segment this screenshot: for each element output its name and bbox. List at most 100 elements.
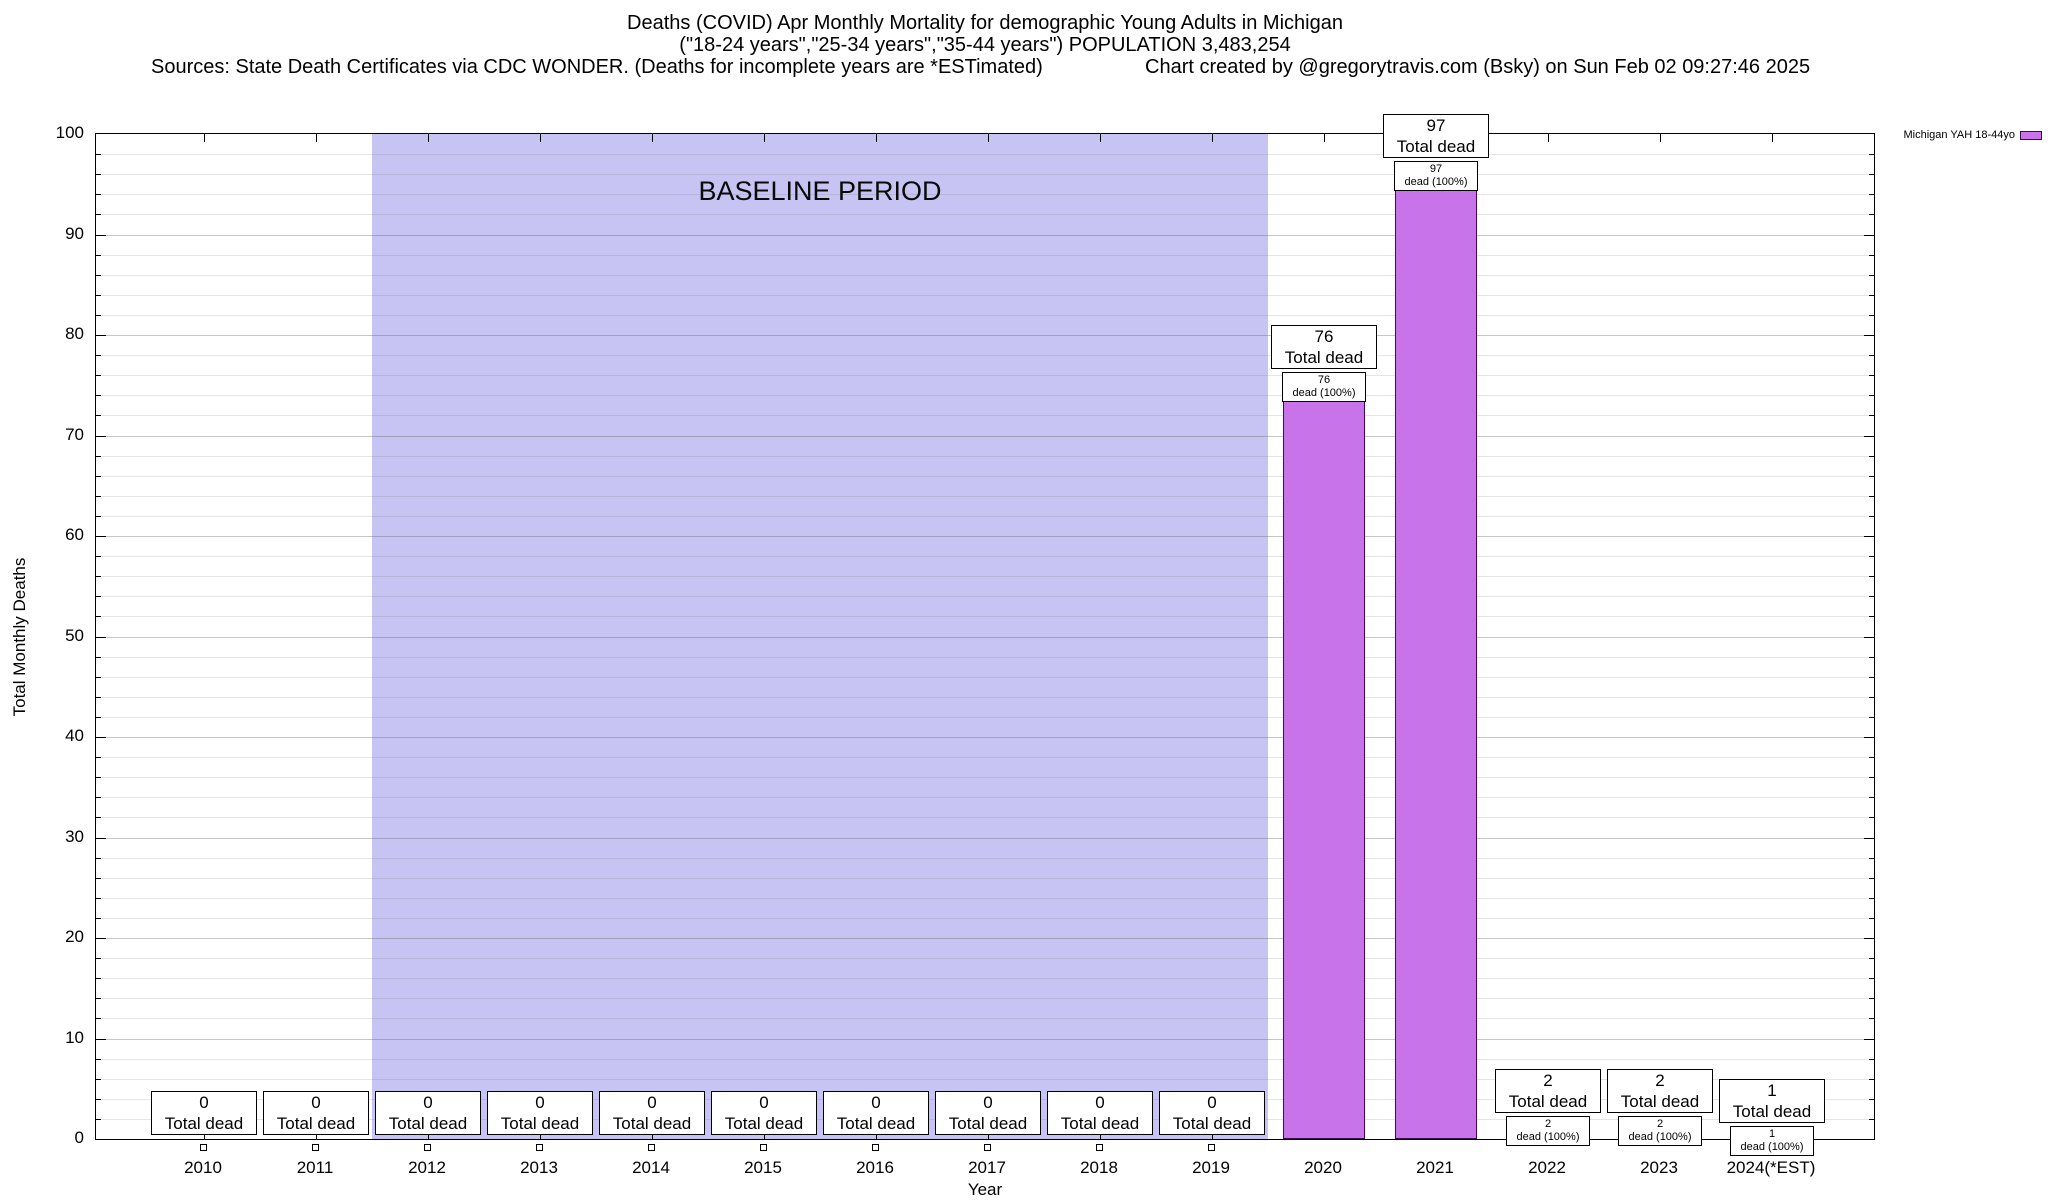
y-minor-tick <box>1869 978 1874 980</box>
y-minor-tick <box>96 375 101 377</box>
x-tick-label: 2023 <box>1640 1158 1678 1177</box>
x-tick-mark <box>764 1131 765 1139</box>
y-minor-tick <box>1869 817 1874 819</box>
gridline <box>96 536 1874 537</box>
total-text: Total dead <box>500 1113 580 1133</box>
total-label-box: 2 Total dead <box>1495 1068 1601 1113</box>
y-minor-tick <box>96 576 101 578</box>
y-minor-tick <box>96 716 101 718</box>
y-tick-label: 10 <box>65 1027 84 1047</box>
gridline <box>96 998 1874 1000</box>
y-minor-tick <box>1869 274 1874 276</box>
y-tick-mark <box>1864 837 1874 839</box>
y-minor-tick <box>96 978 101 980</box>
x-tick-mark <box>204 134 205 142</box>
x-tick-label: 2021 <box>1416 1158 1454 1177</box>
total-label-box: 0 Total dead <box>599 1090 705 1135</box>
x-tick-mark <box>652 1131 653 1139</box>
gridline <box>96 375 1874 377</box>
gridline <box>96 656 1874 658</box>
y-minor-tick <box>1869 515 1874 517</box>
y-minor-tick <box>96 1078 101 1080</box>
y-tick-mark <box>96 837 106 839</box>
total-text: Total dead <box>1732 1101 1812 1121</box>
total-text: Total dead <box>1284 348 1364 368</box>
gridline <box>96 455 1874 457</box>
y-tick-mark <box>96 938 106 939</box>
x-tick-mark <box>652 134 653 142</box>
y-minor-tick <box>96 696 101 698</box>
y-minor-tick <box>1869 194 1874 196</box>
y-tick-label: 30 <box>65 826 84 846</box>
y-minor-tick <box>96 355 101 357</box>
y-minor-tick <box>1869 254 1874 256</box>
pct-value: 2 <box>1544 1117 1552 1130</box>
x-tick-mark <box>316 1131 317 1139</box>
y-minor-tick <box>1869 495 1874 497</box>
x-tick-mark <box>764 134 765 142</box>
gridline <box>96 917 1874 919</box>
x-tick-mark <box>1100 134 1101 142</box>
pct-text: dead (100%) <box>1740 1140 1804 1153</box>
y-minor-tick <box>96 777 101 779</box>
legend-swatch <box>2020 130 2042 140</box>
y-minor-tick <box>1869 314 1874 316</box>
gridline <box>96 676 1874 678</box>
total-value: 1 <box>1767 1080 1777 1100</box>
gridline <box>96 395 1874 397</box>
y-minor-tick <box>1869 1018 1874 1020</box>
gridline <box>96 978 1874 980</box>
total-text: Total dead <box>836 1113 916 1133</box>
y-minor-tick <box>1869 1058 1874 1060</box>
x-tick-label: 2024(*EST) <box>1726 1158 1816 1177</box>
total-value: 0 <box>1207 1092 1217 1112</box>
y-minor-tick <box>1869 757 1874 759</box>
y-minor-tick <box>96 616 101 618</box>
gridline <box>96 174 1874 176</box>
gridline <box>96 636 1874 638</box>
gridline <box>96 737 1874 738</box>
total-text: Total dead <box>164 1113 244 1133</box>
y-minor-tick <box>96 274 101 276</box>
y-minor-tick <box>96 877 101 879</box>
y-minor-tick <box>1869 596 1874 598</box>
gridline <box>96 757 1874 759</box>
y-minor-tick <box>96 958 101 960</box>
pct-label-box: 2 dead (100%) <box>1506 1115 1590 1146</box>
gridline <box>96 515 1874 517</box>
y-minor-tick <box>1869 696 1874 698</box>
x-tick-label: 2010 <box>184 1158 222 1177</box>
y-axis-title: Total Monthly Deaths <box>10 557 29 717</box>
y-minor-tick <box>1869 877 1874 879</box>
gridline <box>96 556 1874 558</box>
total-value: 0 <box>871 1092 881 1112</box>
y-tick-label: 100 <box>55 123 84 142</box>
zero-marker <box>984 1144 991 1151</box>
y-tick-mark <box>1864 234 1874 236</box>
gridline <box>96 576 1874 578</box>
y-minor-tick <box>1869 716 1874 718</box>
baseline-period-label: BASELINE PERIOD <box>698 176 942 206</box>
x-tick-mark <box>1324 134 1325 142</box>
y-minor-tick <box>96 857 101 859</box>
x-tick-mark <box>1100 1131 1101 1139</box>
gridline <box>96 435 1874 437</box>
baseline-region <box>372 134 1268 1139</box>
x-tick-mark <box>988 1131 989 1139</box>
x-tick-label: 2019 <box>1192 1158 1230 1177</box>
gridline <box>96 616 1874 618</box>
gridline <box>96 897 1874 899</box>
x-tick-mark <box>988 134 989 142</box>
total-value: 0 <box>983 1092 993 1112</box>
gridline <box>96 938 1874 939</box>
pct-text: dead (100%) <box>1404 176 1468 189</box>
y-minor-tick <box>1869 475 1874 477</box>
gridline <box>96 777 1874 779</box>
zero-marker <box>1208 1144 1215 1151</box>
gridline <box>96 314 1874 316</box>
gridline <box>96 817 1874 819</box>
y-minor-tick <box>1869 958 1874 960</box>
y-minor-tick <box>1869 576 1874 578</box>
total-text: Total dead <box>1396 137 1476 157</box>
